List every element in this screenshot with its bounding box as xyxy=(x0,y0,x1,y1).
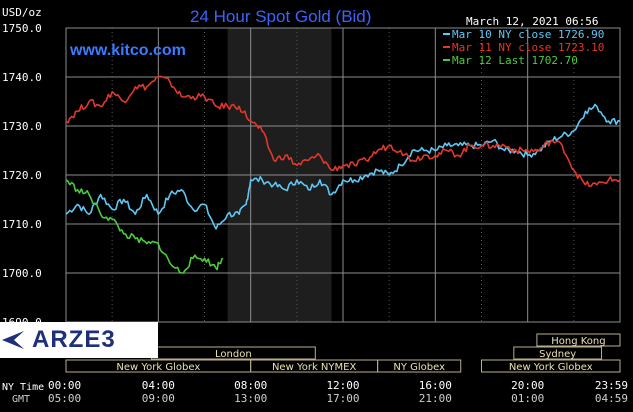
plot-series xyxy=(65,75,621,274)
ny-time-label: NY Time xyxy=(2,382,44,393)
x-tick-gmt: 05:00 xyxy=(48,392,81,405)
logo-text: ARZE3 xyxy=(32,326,116,353)
x-tick-ny: 20:00 xyxy=(511,379,544,392)
datetime-label: March 12, 2021 06:56 xyxy=(466,15,598,28)
legend-entry: Mar 12 Last 1702.70 xyxy=(452,54,578,67)
series-line-2 xyxy=(65,179,224,274)
x-tick-gmt: 04:59 xyxy=(595,392,628,405)
x-tick-gmt: 13:00 xyxy=(234,392,267,405)
x-tick-ny: 04:00 xyxy=(142,379,175,392)
session-label: London xyxy=(215,349,252,360)
unit-label: USD/oz xyxy=(2,6,42,19)
x-tick-gmt: 09:00 xyxy=(142,392,175,405)
x-tick-gmt: 21:00 xyxy=(419,392,452,405)
arzee-logo: ARZE3 xyxy=(0,322,158,358)
legend-entry: Mar 11 NY close 1723.10 xyxy=(452,41,604,54)
session-label: Hong Kong xyxy=(551,336,605,347)
y-tick-label: 1700.0 xyxy=(2,267,42,280)
y-tick-label: 1730.0 xyxy=(2,120,42,133)
session-label: New York Globex xyxy=(509,362,593,373)
x-tick-gmt: 01:00 xyxy=(511,392,544,405)
x-tick-ny: 23:59 xyxy=(595,379,628,392)
logo-mark-icon xyxy=(2,331,24,349)
session-bar xyxy=(536,333,621,347)
session-label: New York NYMEX xyxy=(272,362,357,373)
x-tick-ny: 12:00 xyxy=(326,379,359,392)
x-tick-ny: 00:00 xyxy=(48,379,81,392)
series-line-1 xyxy=(65,75,621,188)
y-tick-label: 1720.0 xyxy=(2,169,42,182)
x-tick-ny: 08:00 xyxy=(234,379,267,392)
session-bars: Hong Kong London Sydney New York Globex New … xyxy=(65,333,621,373)
session-label: NY Globex xyxy=(393,362,445,373)
legend-entry: Mar 10 NY close 1726.90 xyxy=(452,28,604,41)
plot-frame xyxy=(65,27,621,323)
y-tick-label: 1740.0 xyxy=(2,71,42,84)
source-label: www.kitco.com xyxy=(69,42,186,59)
gmt-label: GMT xyxy=(12,394,30,405)
x-tick-ny: 16:00 xyxy=(419,379,452,392)
y-tick-label: 1750.0 xyxy=(2,22,42,35)
session-bar xyxy=(481,359,621,373)
series-line-0 xyxy=(65,103,621,230)
session-bar xyxy=(513,346,603,360)
session-label: New York Globex xyxy=(116,362,200,373)
session-bar xyxy=(377,359,462,373)
session-label: Sydney xyxy=(539,349,576,360)
chart-title: 24 Hour Spot Gold (Bid) xyxy=(190,7,371,26)
y-tick-label: 1710.0 xyxy=(2,218,42,231)
x-tick-gmt: 17:00 xyxy=(326,392,359,405)
